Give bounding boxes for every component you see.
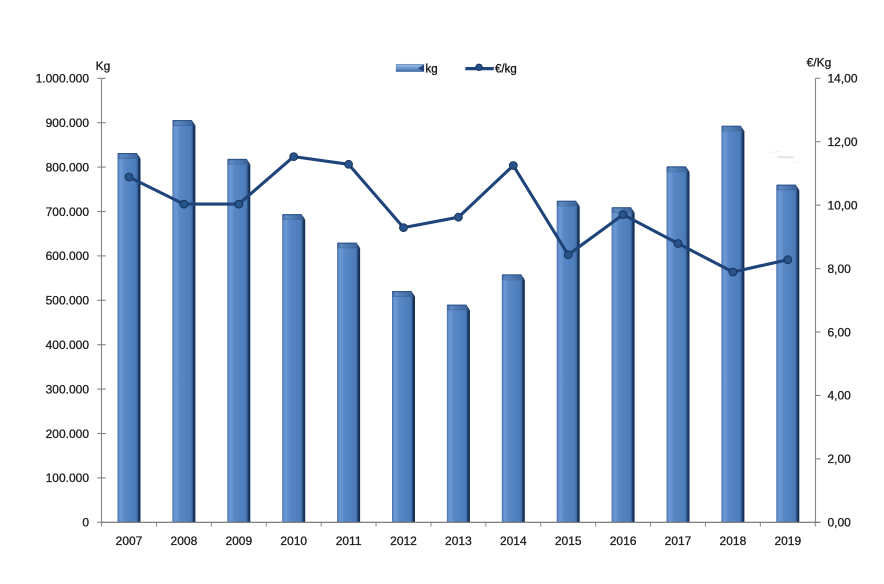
- svg-text:300.000: 300.000: [46, 382, 90, 396]
- svg-text:2008: 2008: [171, 534, 198, 548]
- svg-text:2009: 2009: [225, 534, 252, 548]
- svg-text:€/kg: €/kg: [495, 64, 517, 76]
- svg-text:Kg: Kg: [96, 59, 111, 73]
- svg-text:200.000: 200.000: [46, 427, 90, 441]
- svg-text:10,00: 10,00: [828, 198, 858, 212]
- svg-text:400.000: 400.000: [46, 338, 90, 352]
- svg-text:12,00: 12,00: [828, 135, 858, 149]
- svg-text:kg: kg: [426, 64, 438, 76]
- svg-text:2017: 2017: [665, 534, 692, 548]
- svg-text:2007: 2007: [116, 534, 143, 548]
- svg-text:2011: 2011: [336, 534, 362, 548]
- svg-text:2016: 2016: [610, 534, 637, 548]
- svg-text:2012: 2012: [390, 534, 417, 548]
- svg-text:4,00: 4,00: [828, 389, 852, 403]
- svg-text:6,00: 6,00: [828, 325, 852, 339]
- svg-text:2010: 2010: [280, 534, 307, 548]
- svg-text:800.000: 800.000: [46, 160, 90, 174]
- svg-text:€/Kg: €/Kg: [807, 56, 832, 70]
- svg-text:2013: 2013: [445, 534, 472, 548]
- svg-text:100.000: 100.000: [46, 471, 90, 485]
- svg-text:2015: 2015: [555, 534, 582, 548]
- svg-text:0: 0: [82, 516, 89, 530]
- svg-text:500.000: 500.000: [46, 294, 90, 308]
- svg-text:14,00: 14,00: [828, 72, 858, 86]
- svg-text:2,00: 2,00: [828, 452, 852, 466]
- svg-text:8,00: 8,00: [828, 262, 852, 276]
- svg-text:600.000: 600.000: [46, 249, 90, 263]
- svg-text:900.000: 900.000: [46, 116, 90, 130]
- svg-text:0,00: 0,00: [828, 516, 852, 530]
- svg-text:1.000.000: 1.000.000: [36, 72, 90, 86]
- svg-text:2019: 2019: [774, 534, 801, 548]
- svg-text:2014: 2014: [500, 534, 527, 548]
- svg-text:2018: 2018: [720, 534, 747, 548]
- svg-text:700.000: 700.000: [46, 205, 90, 219]
